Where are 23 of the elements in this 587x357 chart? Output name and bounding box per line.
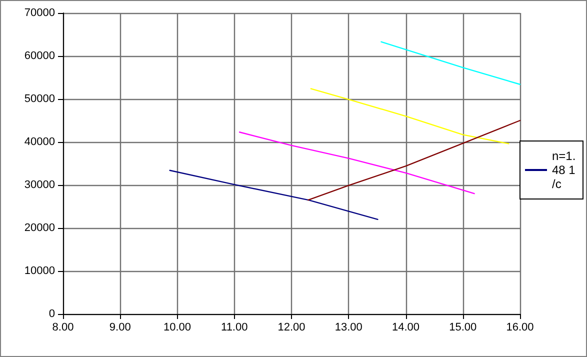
y-tick-label: 50000 <box>24 93 55 105</box>
x-tick-label: 11.00 <box>221 322 248 334</box>
line-series <box>307 120 521 201</box>
y-tick-label: 30000 <box>24 179 55 191</box>
line-series <box>238 132 475 194</box>
y-tick-label: 20000 <box>24 222 55 234</box>
y-tick-label: 70000 <box>24 7 55 19</box>
line-series <box>169 170 378 220</box>
y-tick-label: 60000 <box>24 50 55 62</box>
line-series <box>310 88 510 144</box>
x-tick-label: 13.00 <box>334 322 362 334</box>
x-tick-label: 12.00 <box>278 322 306 334</box>
x-tick-label: 14.00 <box>392 322 420 334</box>
y-tick-label: 10000 <box>24 265 55 277</box>
x-tick-label: 10.00 <box>163 322 192 334</box>
y-tick-label: 0 <box>48 308 55 320</box>
line-series <box>380 41 521 85</box>
x-tick-label: 8.00 <box>52 322 74 334</box>
y-tick-label: 40000 <box>24 136 55 148</box>
x-tick-label: 9.00 <box>109 322 131 334</box>
x-tick-label: 15.00 <box>449 322 477 334</box>
legend-label: n=1.48 1/c <box>552 149 576 191</box>
x-tick-label: 16.00 <box>506 322 534 334</box>
